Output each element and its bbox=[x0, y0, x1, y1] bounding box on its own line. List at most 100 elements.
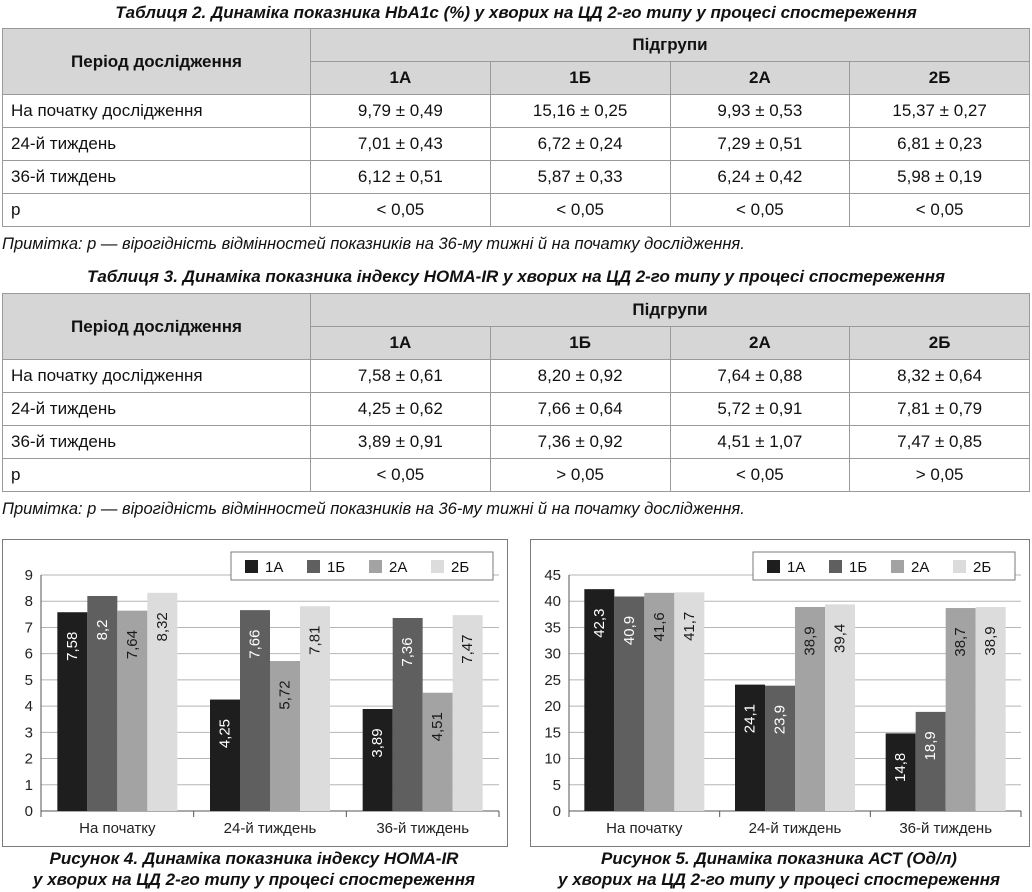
y-tick-label: 10 bbox=[544, 751, 561, 768]
y-tick-label: 4 bbox=[25, 698, 33, 715]
legend bbox=[230, 551, 494, 581]
y-tick-label: 40 bbox=[544, 593, 561, 610]
x-tick-label: 36-й тиждень bbox=[899, 820, 992, 837]
x-tick-label: 24-й тиждень bbox=[749, 820, 842, 837]
cell: 7,81 ± 0,79 bbox=[849, 392, 1030, 426]
row-label: 36-й тиждень bbox=[2, 425, 311, 459]
y-tick-label: 2 bbox=[25, 751, 33, 768]
x-tick-label: 36-й тиждень bbox=[376, 820, 469, 837]
cell: 6,12 ± 0,51 bbox=[310, 160, 491, 194]
legend-label: 1А bbox=[787, 559, 805, 576]
data-label: 38,7 bbox=[952, 627, 969, 656]
cell: 7,64 ± 0,88 bbox=[669, 359, 851, 393]
cell: 8,32 ± 0,64 bbox=[849, 359, 1030, 393]
data-label: 7,36 bbox=[399, 637, 416, 666]
legend-label: 1А bbox=[265, 559, 283, 576]
legend-label: 1Б bbox=[849, 559, 867, 576]
cell: 6,24 ± 0,42 bbox=[669, 160, 851, 194]
col-header: 2Б bbox=[849, 61, 1030, 95]
bar bbox=[362, 708, 393, 811]
subgroups-header: Підгрупи bbox=[310, 28, 1030, 62]
table2-note: Примітка: р — вірогідність відмінностей … bbox=[2, 235, 745, 253]
bar bbox=[422, 692, 453, 811]
period-header: Період дослідження bbox=[2, 293, 311, 360]
bar bbox=[915, 711, 946, 811]
data-label: 39,4 bbox=[832, 624, 849, 653]
bar bbox=[945, 608, 976, 811]
figure5-caption-line1: Рисунок 5. Динаміка показника АСТ (Од/л) bbox=[601, 849, 957, 868]
legend-label: 1Б bbox=[327, 559, 345, 576]
data-label: 41,6 bbox=[651, 612, 668, 641]
data-label: 5,72 bbox=[277, 680, 294, 709]
cell: 7,36 ± 0,92 bbox=[489, 425, 671, 459]
cell: < 0,05 bbox=[669, 193, 851, 227]
figure4-chart: 0 1 2 3 4 5 6 7 8 9 На початку 24-й тиждень 36-й тиж… bbox=[2, 539, 508, 847]
cell: 15,16 ± 0,25 bbox=[489, 94, 671, 128]
data-label: 7,81 bbox=[307, 626, 324, 655]
period-header: Період дослідження bbox=[2, 28, 311, 95]
legend-swatch bbox=[829, 560, 842, 573]
y-tick-label: 20 bbox=[544, 698, 561, 715]
cell: < 0,05 bbox=[849, 193, 1030, 227]
y-tick-label: 30 bbox=[544, 646, 561, 663]
figure5-caption: Рисунок 5. Динаміка показника АСТ (Од/л)… bbox=[530, 848, 1028, 890]
data-label: 23,9 bbox=[772, 705, 789, 734]
figure4-caption-line1: Рисунок 4. Динаміка показника індексу HO… bbox=[49, 849, 459, 868]
bar bbox=[825, 604, 855, 811]
table-row: р < 0,05 < 0,05 < 0,05 < 0,05 bbox=[2, 193, 1030, 227]
bar bbox=[735, 684, 765, 811]
table-row: 24-й тиждень 4,25 ± 0,62 7,66 ± 0,64 5,7… bbox=[2, 392, 1030, 426]
row-label: 36-й тиждень bbox=[2, 160, 311, 194]
table2: Період дослідження Підгрупи 1А 1Б 2А 2Б … bbox=[2, 28, 1030, 227]
data-label: 18,9 bbox=[922, 731, 939, 760]
legend-swatch bbox=[245, 560, 258, 573]
y-tick-label: 3 bbox=[25, 724, 33, 741]
y-tick-label: 1 bbox=[25, 777, 33, 794]
cell: 7,01 ± 0,43 bbox=[310, 127, 491, 161]
cell: 9,93 ± 0,53 bbox=[669, 94, 851, 128]
cell: > 0,05 bbox=[849, 458, 1030, 492]
bar bbox=[765, 685, 795, 811]
data-label: 7,66 bbox=[247, 630, 264, 659]
table-row: р < 0,05 > 0,05 < 0,05 > 0,05 bbox=[2, 458, 1030, 492]
y-tick-label: 35 bbox=[544, 619, 561, 636]
legend-label: 2А bbox=[389, 559, 407, 576]
cell: 7,66 ± 0,64 bbox=[489, 392, 671, 426]
y-tick-label: 0 bbox=[553, 803, 561, 820]
data-label: 8,32 bbox=[154, 612, 171, 641]
data-label: 38,9 bbox=[802, 626, 819, 655]
bar bbox=[147, 592, 178, 811]
cell: < 0,05 bbox=[310, 458, 491, 492]
chart-svg: 0 1 2 3 4 5 6 7 8 9 На початку 24-й тиждень 36-й тиж… bbox=[25, 551, 500, 837]
row-label: р bbox=[2, 458, 311, 492]
row-label: На початку дослідження bbox=[2, 94, 311, 128]
legend-label: 2А bbox=[911, 559, 929, 576]
data-label: 3,89 bbox=[369, 728, 386, 757]
bar bbox=[392, 618, 423, 811]
data-label: 7,47 bbox=[459, 635, 476, 664]
bar bbox=[57, 612, 88, 811]
cell: 6,81 ± 0,23 bbox=[849, 127, 1030, 161]
cell: 5,87 ± 0,33 bbox=[489, 160, 671, 194]
cell: > 0,05 bbox=[489, 458, 671, 492]
data-label: 7,58 bbox=[64, 632, 81, 661]
chart-svg: 0 5 10 15 20 25 30 35 40 45 На початку 24-й тиждень… bbox=[544, 551, 1022, 837]
data-label: 42,3 bbox=[591, 609, 608, 638]
y-tick-label: 7 bbox=[25, 619, 33, 636]
data-label: 14,8 bbox=[892, 753, 909, 782]
legend-swatch bbox=[307, 560, 320, 573]
cell: 3,89 ± 0,91 bbox=[310, 425, 491, 459]
col-header: 2А bbox=[669, 61, 851, 95]
legend-swatch bbox=[767, 560, 780, 573]
y-tick-label: 6 bbox=[25, 646, 33, 663]
y-tick-label: 5 bbox=[553, 777, 561, 794]
bar bbox=[795, 606, 825, 811]
data-label: 41,7 bbox=[681, 612, 698, 641]
y-tick-label: 45 bbox=[544, 567, 561, 584]
bar bbox=[210, 699, 240, 811]
row-label: 24-й тиждень bbox=[2, 392, 311, 426]
legend-swatch bbox=[369, 560, 382, 573]
bar bbox=[300, 606, 330, 811]
data-label: 4,25 bbox=[217, 719, 234, 748]
bar bbox=[87, 595, 118, 811]
